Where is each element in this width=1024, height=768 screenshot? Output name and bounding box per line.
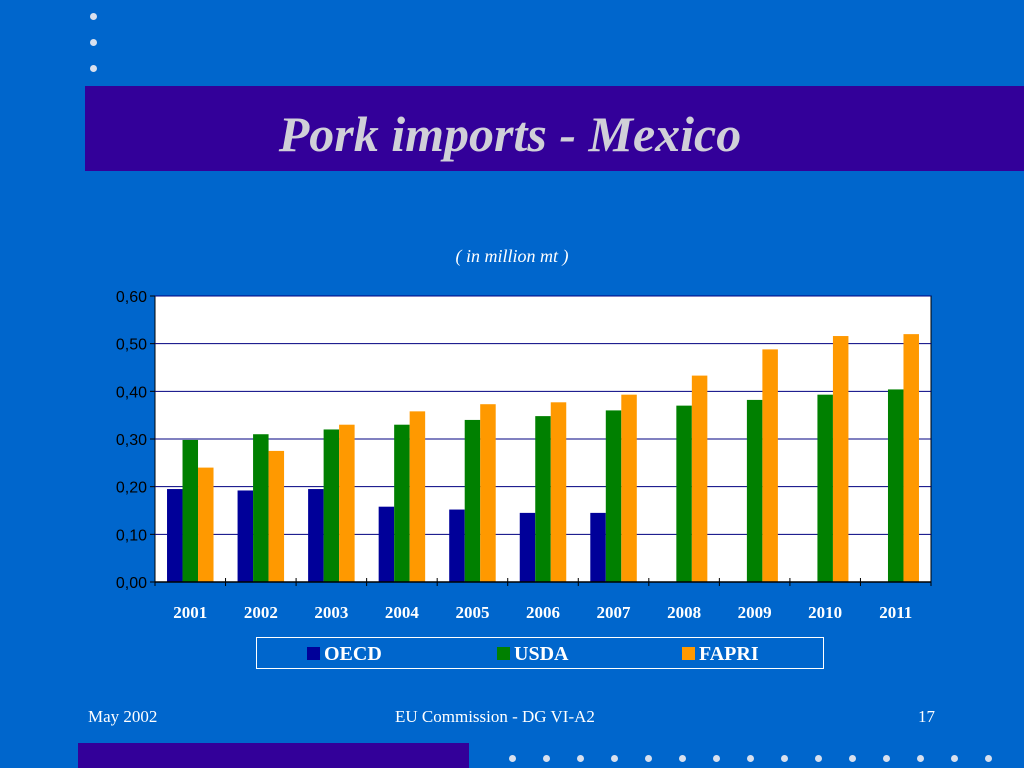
legend-swatch-fapri — [682, 647, 695, 660]
x-tick-label: 2009 — [738, 603, 772, 622]
bar-series-group — [167, 334, 919, 582]
bar-fapri-2005 — [480, 404, 496, 582]
decorative-dot — [577, 755, 584, 762]
bar-usda-2001 — [182, 439, 199, 582]
bar-fapri-2007 — [621, 394, 637, 582]
y-tick-label: 0,00 — [116, 575, 147, 592]
bar-usda-2011 — [887, 389, 904, 582]
slide-title: Pork imports - Mexico — [278, 106, 742, 162]
decorative-dot — [917, 755, 924, 762]
decorative-dot — [747, 755, 754, 762]
decorative-dot — [509, 755, 516, 762]
x-tick-label: 2007 — [597, 603, 632, 622]
bar-usda-2006 — [535, 416, 551, 582]
decorative-dot — [985, 755, 992, 762]
bar-usda-2008 — [676, 405, 692, 582]
x-tick-label: 2010 — [808, 603, 842, 622]
legend-label-oecd: OECD — [324, 643, 382, 665]
bar-usda-2007 — [605, 410, 622, 582]
y-tick-label: 0,10 — [116, 527, 147, 544]
decorative-dot — [90, 65, 97, 72]
bar-oecd-2006 — [519, 512, 536, 582]
x-tick-label: 2003 — [314, 603, 348, 622]
bar-fapri-2009 — [762, 349, 778, 582]
legend-swatch-usda — [497, 647, 510, 660]
y-tick-label: 0,30 — [116, 432, 147, 449]
decorative-dot — [815, 755, 822, 762]
decorative-dot — [883, 755, 890, 762]
legend-label-usda: USDA — [514, 643, 569, 665]
bar-fapri-2004 — [409, 411, 426, 582]
bar-fapri-2010 — [832, 336, 849, 582]
bar-usda-2003 — [323, 429, 340, 582]
bar-usda-2002 — [253, 434, 269, 582]
decorative-dot — [611, 755, 618, 762]
x-tick-label: 2008 — [667, 603, 701, 622]
y-tick-label: 0,20 — [116, 480, 147, 497]
decorative-dot — [90, 13, 97, 20]
footer-band — [78, 743, 469, 768]
decorative-dot — [90, 39, 97, 46]
x-tick-label: 2005 — [455, 603, 489, 622]
x-tick-label: 2002 — [244, 603, 278, 622]
y-tick-label: 0,40 — [116, 384, 147, 401]
decorative-dot — [645, 755, 652, 762]
bar-oecd-2003 — [308, 489, 324, 582]
bar-oecd-2005 — [449, 509, 465, 582]
bar-fapri-2002 — [268, 450, 285, 582]
y-tick-label: 0,60 — [116, 289, 147, 306]
bar-oecd-2001 — [167, 489, 183, 582]
legend-swatch-oecd — [307, 647, 320, 660]
bar-fapri-2008 — [691, 375, 708, 582]
chart-legend: OECD USDA FAPRI — [256, 637, 824, 669]
bar-oecd-2002 — [237, 490, 254, 582]
bar-oecd-2007 — [590, 512, 606, 582]
title-band: Pork imports - Mexico — [85, 86, 1024, 171]
decorative-dot — [679, 755, 686, 762]
legend-label-fapri: FAPRI — [699, 643, 759, 665]
legend-item-oecd: OECD — [307, 642, 382, 666]
bar-fapri-2001 — [198, 467, 214, 582]
bar-fapri-2006 — [550, 402, 567, 582]
chart-unit-note: ( in million mt ) — [455, 246, 569, 266]
legend-item-fapri: FAPRI — [682, 642, 759, 666]
bar-fapri-2003 — [339, 424, 355, 582]
x-tick-label: 2004 — [385, 603, 420, 622]
decorative-dot — [713, 755, 720, 762]
axes: 0,00 0,10 0,20 0,30 0,40 0,50 0,60 2001 2002 2003… — [116, 289, 932, 622]
x-tick-label: 2011 — [879, 603, 912, 622]
bar-usda-2009 — [746, 399, 763, 582]
decorative-dot — [951, 755, 958, 762]
bar-usda-2005 — [464, 419, 481, 582]
y-tick-label: 0,50 — [116, 337, 147, 354]
footer-organization: EU Commission - DG VI-A2 — [395, 707, 595, 726]
x-tick-label: 2006 — [526, 603, 560, 622]
decorative-dot — [849, 755, 856, 762]
x-tick-label: 2001 — [173, 603, 207, 622]
decorative-dot — [543, 755, 550, 762]
bar-fapri-2011 — [903, 334, 919, 582]
bar-usda-2010 — [817, 394, 833, 582]
footer-page-number: 17 — [918, 707, 935, 726]
bar-usda-2004 — [394, 424, 410, 582]
footer-date: May 2002 — [88, 707, 158, 726]
legend-item-usda: USDA — [497, 642, 568, 666]
decorative-dot — [781, 755, 788, 762]
bar-oecd-2004 — [378, 506, 395, 582]
